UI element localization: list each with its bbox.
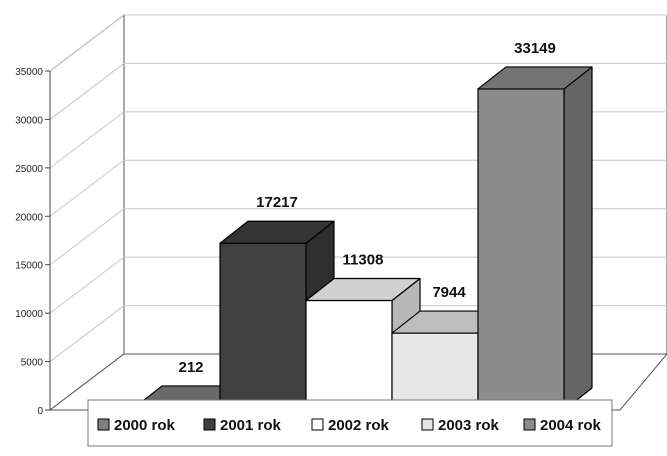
y-tick-label: 20000 xyxy=(15,212,43,223)
side-wall xyxy=(49,13,125,412)
gridline-side xyxy=(49,63,125,120)
bar-side xyxy=(563,66,593,411)
bars xyxy=(133,66,593,411)
bar-front xyxy=(391,332,479,411)
y-tick-label: 15000 xyxy=(15,261,43,272)
data-label: 33149 xyxy=(514,40,556,57)
legend-swatch xyxy=(523,418,536,431)
legend-swatch xyxy=(97,418,110,431)
data-label: 212 xyxy=(178,359,203,376)
gridline-side xyxy=(49,14,125,72)
bar-front xyxy=(219,242,307,411)
y-tick-label: 25000 xyxy=(15,164,43,175)
bar-front xyxy=(477,88,565,411)
gridline-side xyxy=(49,305,125,362)
gridline-side xyxy=(49,208,125,266)
gridline-side xyxy=(49,159,125,217)
bar-top xyxy=(305,277,421,302)
y-axis: 0 5000 10000 15000 20000 25000 30000 35000 xyxy=(15,67,51,417)
bar-front xyxy=(305,299,393,411)
bar-top xyxy=(219,220,335,244)
y-tick-label: 35000 xyxy=(15,67,43,78)
legend-label: 2001 rok xyxy=(220,417,282,434)
legend-label: 2003 rok xyxy=(438,417,500,434)
legend-label: 2004 rok xyxy=(540,417,602,434)
y-tick-label: 10000 xyxy=(15,309,43,320)
data-label: 11308 xyxy=(343,251,384,268)
data-labels: 212 17217 11308 7944 33149 xyxy=(178,40,555,376)
gridline-side xyxy=(49,111,125,169)
bar xyxy=(477,66,593,411)
y-tick-label: 0 xyxy=(37,406,43,417)
legend-swatch xyxy=(311,418,324,431)
gridline-side xyxy=(49,256,125,314)
legend-swatch xyxy=(203,418,216,431)
y-tick-label: 30000 xyxy=(15,115,43,126)
data-label: 7944 xyxy=(432,284,466,301)
legend-label: 2000 rok xyxy=(114,417,176,434)
y-tick-label: 5000 xyxy=(21,358,44,369)
legend: 2000 rok 2001 rok 2002 rok 2003 rok 2004 rok xyxy=(87,399,613,447)
bar-top xyxy=(477,66,593,90)
data-label: 17217 xyxy=(256,194,298,211)
legend-label: 2002 rok xyxy=(328,417,390,434)
legend-swatch xyxy=(421,418,434,431)
